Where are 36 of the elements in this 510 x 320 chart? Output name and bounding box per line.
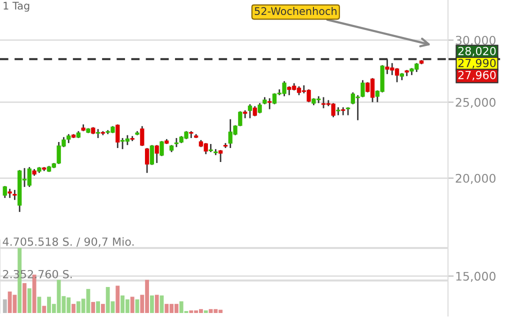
candlestick	[116, 124, 120, 149]
y-tick-label: 30,000	[456, 36, 496, 46]
bar	[150, 295, 154, 313]
text: 28,020	[458, 46, 496, 56]
bar	[204, 310, 208, 313]
candlestick	[218, 149, 223, 163]
bar	[100, 304, 105, 313]
bar	[116, 286, 120, 313]
bar	[22, 283, 26, 313]
candlestick	[2, 185, 7, 199]
bar	[130, 296, 134, 313]
text: 27,990	[458, 58, 496, 68]
bar	[2, 299, 7, 313]
bar	[154, 294, 159, 313]
y-tick-label: 15,000	[456, 272, 496, 282]
annotation: 52-Wochenhoch	[254, 6, 336, 16]
bar	[72, 304, 76, 313]
candlestick	[154, 144, 159, 164]
bar	[96, 301, 100, 313]
candlestick	[174, 137, 179, 148]
bar	[27, 288, 32, 313]
candlestick	[12, 189, 17, 201]
candlestick	[144, 147, 150, 174]
candlestick	[8, 188, 12, 199]
annotation: 1 Tag	[4, 2, 30, 12]
candlestick	[160, 140, 164, 157]
ref-line-label: 4.705.518 S. / 90,7 Mio.	[2, 237, 134, 247]
candlestick	[248, 104, 252, 119]
candlestick	[268, 98, 272, 110]
y-tick-label: 20,000	[456, 174, 496, 184]
bar	[42, 306, 46, 313]
text: 27,960	[458, 70, 496, 80]
candlestick	[140, 125, 144, 147]
y-tick-label: 25,000	[456, 98, 496, 108]
candlestick	[150, 144, 154, 166]
bar	[91, 302, 96, 313]
